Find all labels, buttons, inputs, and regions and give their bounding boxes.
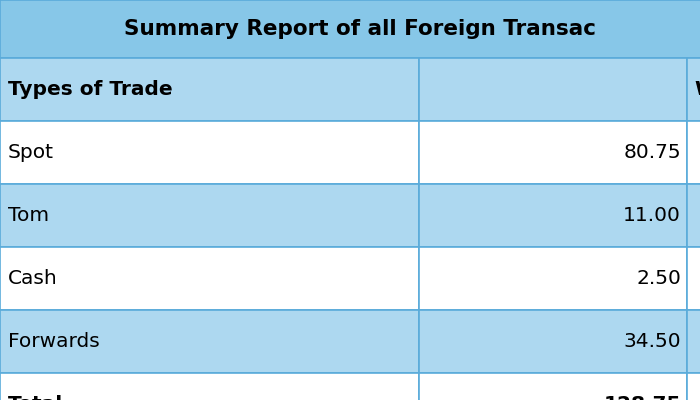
Text: Total: Total bbox=[8, 395, 63, 400]
Bar bbox=[0, 373, 419, 400]
Bar bbox=[687, 121, 700, 184]
Bar bbox=[419, 184, 687, 247]
Bar bbox=[0, 58, 419, 121]
Bar bbox=[687, 184, 700, 247]
Bar bbox=[0, 184, 419, 247]
Bar bbox=[0, 247, 419, 310]
Bar bbox=[419, 373, 687, 400]
Text: Tom: Tom bbox=[8, 206, 49, 225]
Text: 11.00: 11.00 bbox=[623, 206, 681, 225]
Bar bbox=[0, 310, 419, 373]
Bar bbox=[419, 310, 687, 373]
Bar bbox=[0, 121, 419, 184]
Text: Spot: Spot bbox=[8, 143, 54, 162]
Text: Cash: Cash bbox=[8, 269, 57, 288]
Text: W: W bbox=[695, 80, 700, 99]
Bar bbox=[687, 58, 700, 121]
Bar bbox=[419, 58, 687, 121]
Text: 80.75: 80.75 bbox=[623, 143, 681, 162]
Bar bbox=[687, 247, 700, 310]
Text: Types of Trade: Types of Trade bbox=[8, 80, 173, 99]
Text: 34.50: 34.50 bbox=[623, 332, 681, 351]
Bar bbox=[419, 247, 687, 310]
Bar bbox=[419, 121, 687, 184]
Bar bbox=[687, 373, 700, 400]
Bar bbox=[0, 0, 700, 58]
Text: 2.50: 2.50 bbox=[636, 269, 681, 288]
Text: Summary Report of all Foreign Transac: Summary Report of all Foreign Transac bbox=[124, 19, 596, 39]
Text: Forwards: Forwards bbox=[8, 332, 99, 351]
Text: 128.75: 128.75 bbox=[603, 395, 681, 400]
Bar bbox=[687, 310, 700, 373]
